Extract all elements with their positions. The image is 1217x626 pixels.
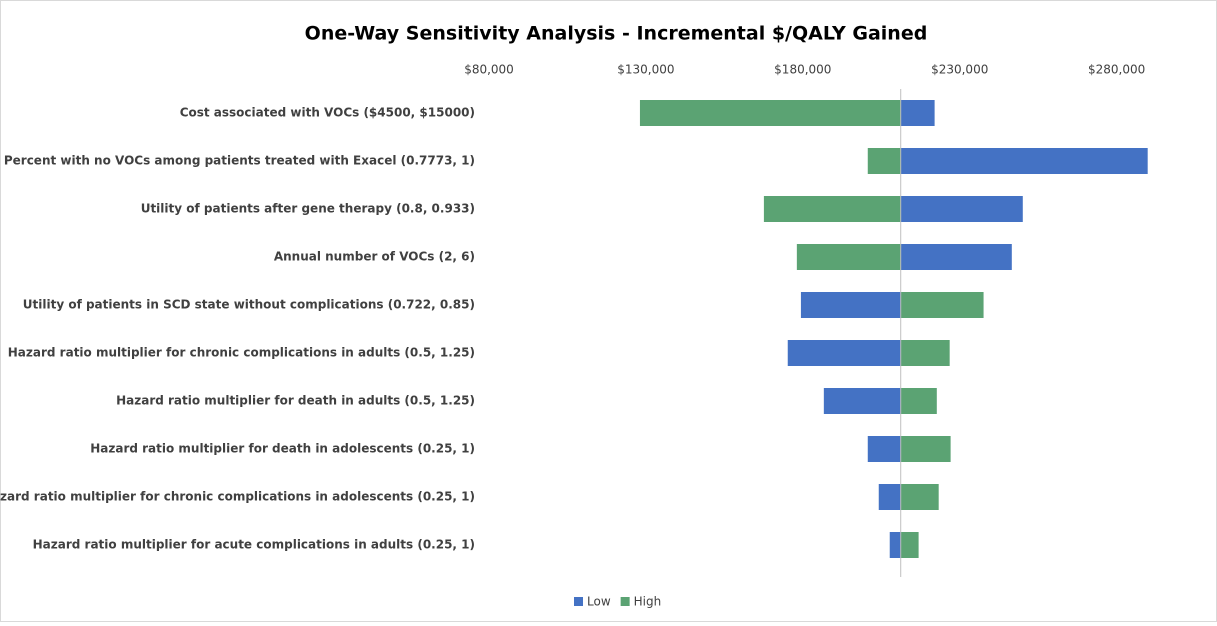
x-tick-label: $230,000: [931, 63, 988, 77]
x-tick-label: $130,000: [617, 63, 674, 77]
x-tick-label: $280,000: [1088, 63, 1145, 77]
bar: [900, 292, 984, 318]
bar: [900, 436, 951, 462]
category-label: Hazard ratio multiplier for acute compli…: [33, 538, 475, 552]
bar: [763, 196, 901, 222]
category-label: Hazard ratio multiplier for chronic comp…: [8, 346, 475, 360]
bar: [889, 532, 901, 558]
bar: [787, 340, 901, 366]
category-label: Utility of patients in SCD state without…: [23, 298, 475, 312]
bar: [900, 100, 935, 126]
bar: [900, 388, 937, 414]
category-label: Cost associated with VOCs ($4500, $15000…: [180, 106, 475, 120]
bar: [867, 148, 901, 174]
bar: [878, 484, 901, 510]
chart-title: One-Way Sensitivity Analysis - Increment…: [305, 23, 928, 45]
bar: [900, 196, 1023, 222]
bar: [867, 436, 901, 462]
category-label: Hazard ratio multiplier for chronic comp…: [0, 490, 475, 504]
category-label: Percent with no VOCs among patients trea…: [4, 154, 475, 168]
bar: [900, 148, 1148, 174]
legend-label: Low: [587, 595, 611, 609]
bar: [639, 100, 901, 126]
bar: [900, 532, 919, 558]
bar: [800, 292, 901, 318]
bar: [796, 244, 901, 270]
bar: [900, 244, 1012, 270]
category-label: Utility of patients after gene therapy (…: [141, 202, 475, 216]
x-tick-label: $180,000: [774, 63, 831, 77]
bar: [900, 484, 939, 510]
legend-swatch: [620, 597, 630, 606]
category-label: Hazard ratio multiplier for death in ado…: [90, 442, 475, 456]
legend-label: High: [634, 595, 662, 609]
bar: [823, 388, 901, 414]
legend-swatch: [574, 597, 583, 606]
category-label: Annual number of VOCs (2, 6): [274, 250, 475, 264]
bar: [900, 340, 950, 366]
x-tick-label: $80,000: [464, 63, 514, 77]
category-label: Hazard ratio multiplier for death in adu…: [116, 394, 475, 408]
